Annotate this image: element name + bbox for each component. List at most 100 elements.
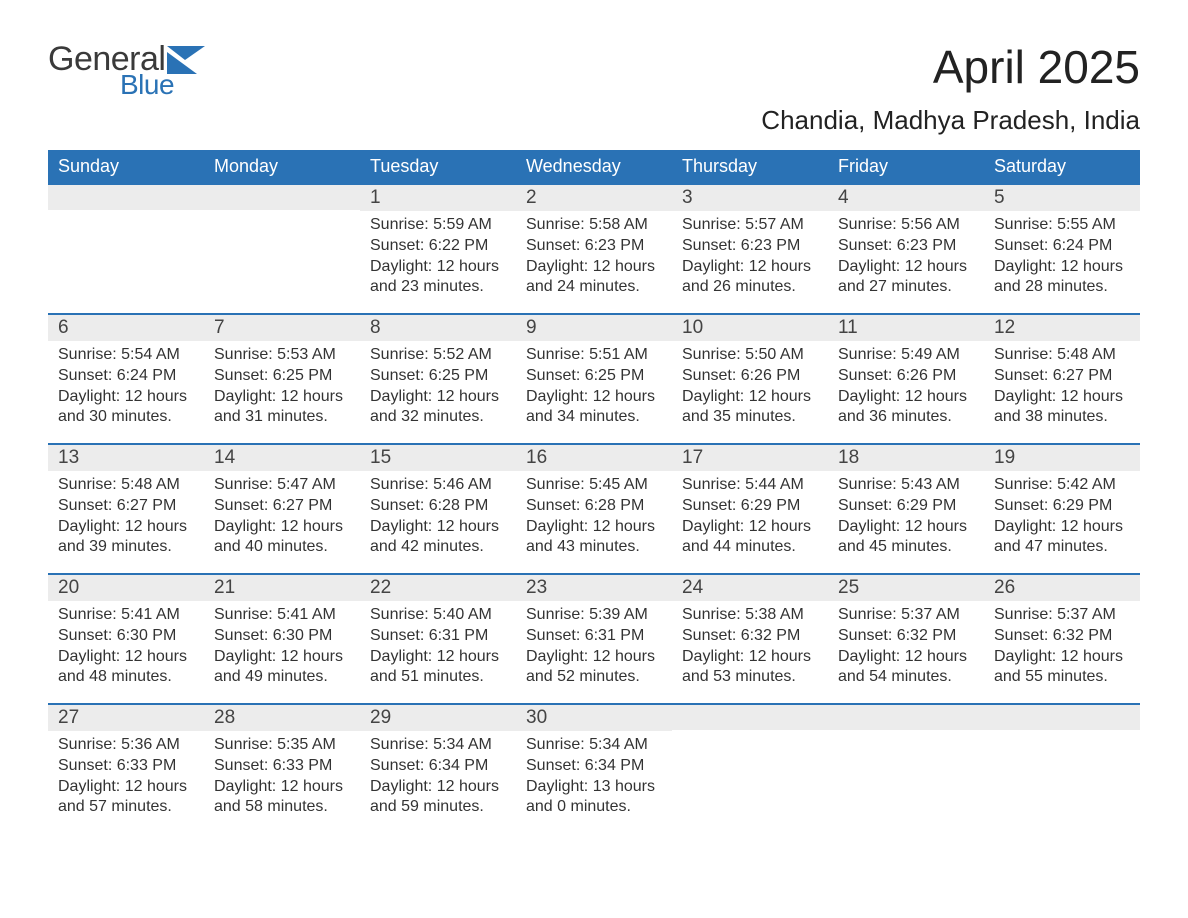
day-details: Sunrise: 5:41 AMSunset: 6:30 PMDaylight:…: [204, 601, 360, 696]
day-number: 28: [204, 703, 360, 731]
sunset-line: Sunset: 6:26 PM: [838, 366, 974, 387]
calendar-week-row: 6 Sunrise: 5:54 AMSunset: 6:24 PM Daylight…: [48, 313, 1140, 443]
sunset-line: Sunset: 6:27 PM: [994, 366, 1130, 387]
day-number: 23: [516, 573, 672, 601]
sunrise-line: Sunrise: 5:55 AM: [994, 215, 1130, 236]
logo: General Blue: [48, 40, 211, 101]
sunset-line: Sunset: 6:34 PM: [370, 756, 506, 777]
sunset-line: Sunset: 6:25 PM: [526, 366, 662, 387]
calendar-cell: 18Sunrise: 5:43 AMSunset: 6:29 PMDayligh…: [828, 443, 984, 573]
day-number: 17: [672, 443, 828, 471]
day-details: Sunrise: 5:52 AMSunset: 6:25 PMDaylight:…: [360, 341, 516, 436]
daylight-line: Daylight: 12 hours and 42 minutes.: [370, 517, 506, 559]
day-number: 7: [204, 313, 360, 341]
day-number: 11: [828, 313, 984, 341]
empty-day-header: [984, 703, 1140, 730]
calendar-cell: 16Sunrise: 5:45 AMSunset: 6:28 PMDayligh…: [516, 443, 672, 573]
day-details: Sunrise: 5:53 AMSunset: 6:25 PMDaylight:…: [204, 341, 360, 436]
sunrise-line: Sunrise: 5:34 AM: [370, 735, 506, 756]
day-details: Sunrise: 5:34 AMSunset: 6:34 PMDaylight:…: [516, 731, 672, 826]
day-details: Sunrise: 5:57 AMSunset: 6:23 PMDaylight:…: [672, 211, 828, 306]
day-details: Sunrise: 5:58 AMSunset: 6:23 PMDaylight:…: [516, 211, 672, 306]
sunset-line: Sunset: 6:29 PM: [994, 496, 1130, 517]
day-number: 22: [360, 573, 516, 601]
sunrise-line: Sunrise: 5:47 AM: [214, 475, 350, 496]
calendar-cell: 28Sunrise: 5:35 AMSunset: 6:33 PMDayligh…: [204, 703, 360, 833]
sunset-line: Sunset: 6:33 PM: [58, 756, 194, 777]
sunrise-line: Sunrise: 5:38 AM: [682, 605, 818, 626]
daylight-line: Daylight: 12 hours and 52 minutes.: [526, 647, 662, 689]
sunrise-line: Sunrise: 5:48 AM: [58, 475, 194, 496]
daylight-line: Daylight: 12 hours and 58 minutes.: [214, 777, 350, 819]
daylight-line: Daylight: 12 hours and 55 minutes.: [994, 647, 1130, 689]
sunset-line: Sunset: 6:29 PM: [838, 496, 974, 517]
day-header: Thursday: [672, 150, 828, 183]
sunset-line: Sunset: 6:27 PM: [58, 496, 194, 517]
day-details: Sunrise: 5:34 AMSunset: 6:34 PMDaylight:…: [360, 731, 516, 826]
day-number: 4: [828, 183, 984, 211]
logo-flag-icon: [167, 46, 211, 76]
sunset-line: Sunset: 6:22 PM: [370, 236, 506, 257]
day-details: Sunrise: 5:49 AMSunset: 6:26 PMDaylight:…: [828, 341, 984, 436]
calendar-table: SundayMondayTuesdayWednesdayThursdayFrid…: [48, 150, 1140, 833]
calendar-cell: 13 Sunrise: 5:48 AMSunset: 6:27 PMDayligh…: [48, 443, 204, 573]
sunset-line: Sunset: 6:30 PM: [214, 626, 350, 647]
day-details: Sunrise: 5:36 AMSunset: 6:33 PMDaylight:…: [48, 731, 204, 826]
calendar-cell: 10Sunrise: 5:50 AMSunset: 6:26 PMDayligh…: [672, 313, 828, 443]
daylight-line: Daylight: 12 hours and 54 minutes.: [838, 647, 974, 689]
calendar-cell: 22Sunrise: 5:40 AMSunset: 6:31 PMDayligh…: [360, 573, 516, 703]
day-number: 6: [48, 313, 204, 341]
sunset-line: Sunset: 6:24 PM: [58, 366, 194, 387]
daylight-line: Daylight: 12 hours and 39 minutes.: [58, 517, 194, 559]
day-details: Sunrise: 5:48 AMSunset: 6:27 PMDaylight:…: [984, 341, 1140, 436]
calendar-cell: 6Sunrise: 5:54 AMSunset: 6:24 PMDaylight…: [48, 313, 204, 443]
sunrise-line: Sunrise: 5:39 AM: [526, 605, 662, 626]
calendar-cell: 25Sunrise: 5:37 AMSunset: 6:32 PMDayligh…: [828, 573, 984, 703]
daylight-line: Daylight: 12 hours and 48 minutes.: [58, 647, 194, 689]
day-number: 3: [672, 183, 828, 211]
day-details: Sunrise: 5:51 AMSunset: 6:25 PMDaylight:…: [516, 341, 672, 436]
sunrise-line: Sunrise: 5:45 AM: [526, 475, 662, 496]
calendar-week-row: 27Sunrise: 5:36 AMSunset: 6:33 PMDayligh…: [48, 703, 1140, 833]
sunset-line: Sunset: 6:25 PM: [214, 366, 350, 387]
day-header: Monday: [204, 150, 360, 183]
calendar-cell: 21Sunrise: 5:41 AMSunset: 6:30 PMDayligh…: [204, 573, 360, 703]
day-number: 14: [204, 443, 360, 471]
day-number: 30: [516, 703, 672, 731]
day-header: Sunday: [48, 150, 204, 183]
calendar-cell: 3Sunrise: 5:57 AMSunset: 6:23 PMDaylight…: [672, 183, 828, 313]
day-number: 5: [984, 183, 1140, 211]
day-details: Sunrise: 5:35 AMSunset: 6:33 PMDaylight:…: [204, 731, 360, 826]
header: General Blue April 2025: [48, 40, 1140, 101]
calendar-cell: [672, 703, 828, 833]
sunrise-line: Sunrise: 5:46 AM: [370, 475, 506, 496]
calendar-cell: [48, 183, 204, 313]
day-details: Sunrise: 5:47 AMSunset: 6:27 PMDaylight:…: [204, 471, 360, 566]
day-number: 21: [204, 573, 360, 601]
daylight-line: Daylight: 12 hours and 57 minutes.: [58, 777, 194, 819]
day-number: 13: [48, 443, 204, 471]
day-number: 25: [828, 573, 984, 601]
sunset-line: Sunset: 6:32 PM: [994, 626, 1130, 647]
sunset-line: Sunset: 6:26 PM: [682, 366, 818, 387]
sunrise-line: Sunrise: 5:42 AM: [994, 475, 1130, 496]
day-number: 16: [516, 443, 672, 471]
daylight-line: Daylight: 13 hours and 0 minutes.: [526, 777, 662, 819]
daylight-line: Daylight: 12 hours and 49 minutes.: [214, 647, 350, 689]
sunrise-line: Sunrise: 5:51 AM: [526, 345, 662, 366]
sunset-line: Sunset: 6:23 PM: [682, 236, 818, 257]
calendar-cell: 4Sunrise: 5:56 AMSunset: 6:23 PMDaylight…: [828, 183, 984, 313]
sunrise-line: Sunrise: 5:49 AM: [838, 345, 974, 366]
sunset-line: Sunset: 6:29 PM: [682, 496, 818, 517]
calendar-cell: 8Sunrise: 5:52 AMSunset: 6:25 PMDaylight…: [360, 313, 516, 443]
sunrise-line: Sunrise: 5:54 AM: [58, 345, 194, 366]
daylight-line: Daylight: 12 hours and 31 minutes.: [214, 387, 350, 429]
calendar-cell: 29Sunrise: 5:34 AMSunset: 6:34 PMDayligh…: [360, 703, 516, 833]
day-header: Tuesday: [360, 150, 516, 183]
day-details: Sunrise: 5:50 AMSunset: 6:26 PMDaylight:…: [672, 341, 828, 436]
sunset-line: Sunset: 6:31 PM: [526, 626, 662, 647]
day-details: Sunrise: 5:40 AMSunset: 6:31 PMDaylight:…: [360, 601, 516, 696]
day-number: 15: [360, 443, 516, 471]
sunrise-line: Sunrise: 5:41 AM: [214, 605, 350, 626]
calendar-cell: [984, 703, 1140, 833]
